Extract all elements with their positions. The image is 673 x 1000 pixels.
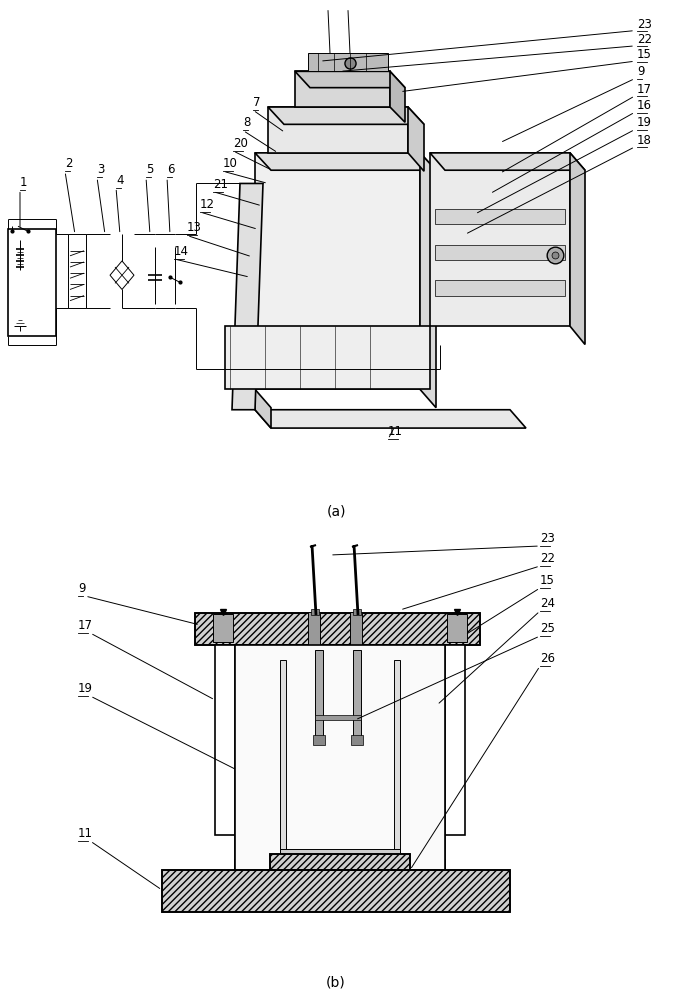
Text: 2: 2: [65, 157, 73, 170]
Text: 11: 11: [78, 827, 93, 840]
Polygon shape: [255, 153, 420, 389]
Bar: [8, 229, 56, 336]
Text: 22: 22: [637, 33, 652, 46]
Bar: [353, 609, 361, 615]
Polygon shape: [435, 280, 565, 296]
Text: 11: 11: [388, 425, 403, 438]
Bar: [447, 614, 467, 642]
Text: (a): (a): [326, 505, 346, 519]
Bar: [235, 645, 247, 870]
Bar: [280, 849, 400, 857]
Bar: [162, 870, 510, 912]
Text: 9: 9: [637, 65, 645, 78]
Text: 14: 14: [174, 245, 189, 258]
Bar: [270, 854, 410, 870]
Bar: [68, 234, 86, 308]
Text: 19: 19: [637, 116, 652, 129]
Text: 18: 18: [637, 134, 652, 147]
Bar: [195, 613, 480, 645]
Text: (b): (b): [326, 975, 346, 989]
Polygon shape: [435, 245, 565, 260]
Polygon shape: [570, 153, 585, 344]
Bar: [162, 870, 510, 912]
Polygon shape: [435, 209, 565, 224]
Polygon shape: [390, 71, 405, 122]
Polygon shape: [408, 107, 424, 171]
Polygon shape: [268, 107, 408, 153]
Bar: [235, 860, 445, 872]
Text: 24: 24: [540, 597, 555, 610]
Bar: [195, 613, 480, 645]
Text: 15: 15: [637, 48, 652, 61]
Bar: [308, 612, 320, 650]
Text: 13: 13: [187, 221, 202, 234]
Bar: [313, 735, 325, 745]
Text: 10: 10: [223, 157, 238, 170]
Bar: [315, 715, 361, 720]
Text: 21: 21: [213, 178, 228, 191]
Bar: [315, 650, 323, 740]
Polygon shape: [255, 153, 436, 170]
Bar: [433, 645, 445, 870]
Bar: [351, 735, 363, 745]
Text: 6: 6: [167, 163, 174, 176]
Text: 16: 16: [637, 99, 652, 112]
Polygon shape: [255, 389, 271, 428]
Text: 25: 25: [540, 622, 555, 635]
Text: 17: 17: [78, 619, 93, 632]
Bar: [353, 650, 361, 740]
Text: 4: 4: [116, 174, 124, 187]
Text: 5: 5: [146, 163, 153, 176]
Bar: [213, 614, 233, 642]
Polygon shape: [268, 107, 424, 124]
Text: 12: 12: [200, 198, 215, 211]
Text: 17: 17: [637, 83, 652, 96]
Text: 7: 7: [253, 96, 260, 109]
Bar: [235, 645, 445, 870]
Text: 22: 22: [540, 552, 555, 565]
Text: 23: 23: [637, 18, 652, 31]
Text: 20: 20: [233, 137, 248, 150]
Bar: [308, 53, 388, 71]
Bar: [280, 660, 286, 855]
Text: 9: 9: [78, 582, 85, 595]
Text: 19: 19: [78, 682, 93, 695]
Polygon shape: [295, 71, 390, 107]
Polygon shape: [420, 153, 436, 408]
Bar: [270, 854, 410, 870]
Polygon shape: [430, 153, 570, 326]
Text: 23: 23: [540, 532, 555, 545]
Bar: [394, 660, 400, 855]
Polygon shape: [110, 261, 134, 289]
Bar: [311, 609, 319, 615]
Text: 15: 15: [540, 574, 555, 587]
Polygon shape: [255, 410, 526, 428]
Text: 1: 1: [20, 176, 28, 189]
Text: 8: 8: [243, 116, 250, 129]
Polygon shape: [225, 326, 430, 389]
Bar: [350, 612, 362, 650]
Polygon shape: [232, 183, 263, 410]
Text: 3: 3: [97, 163, 104, 176]
Polygon shape: [295, 71, 405, 88]
Bar: [215, 645, 237, 835]
Text: 26: 26: [540, 652, 555, 665]
Bar: [443, 645, 465, 835]
Polygon shape: [430, 153, 585, 170]
